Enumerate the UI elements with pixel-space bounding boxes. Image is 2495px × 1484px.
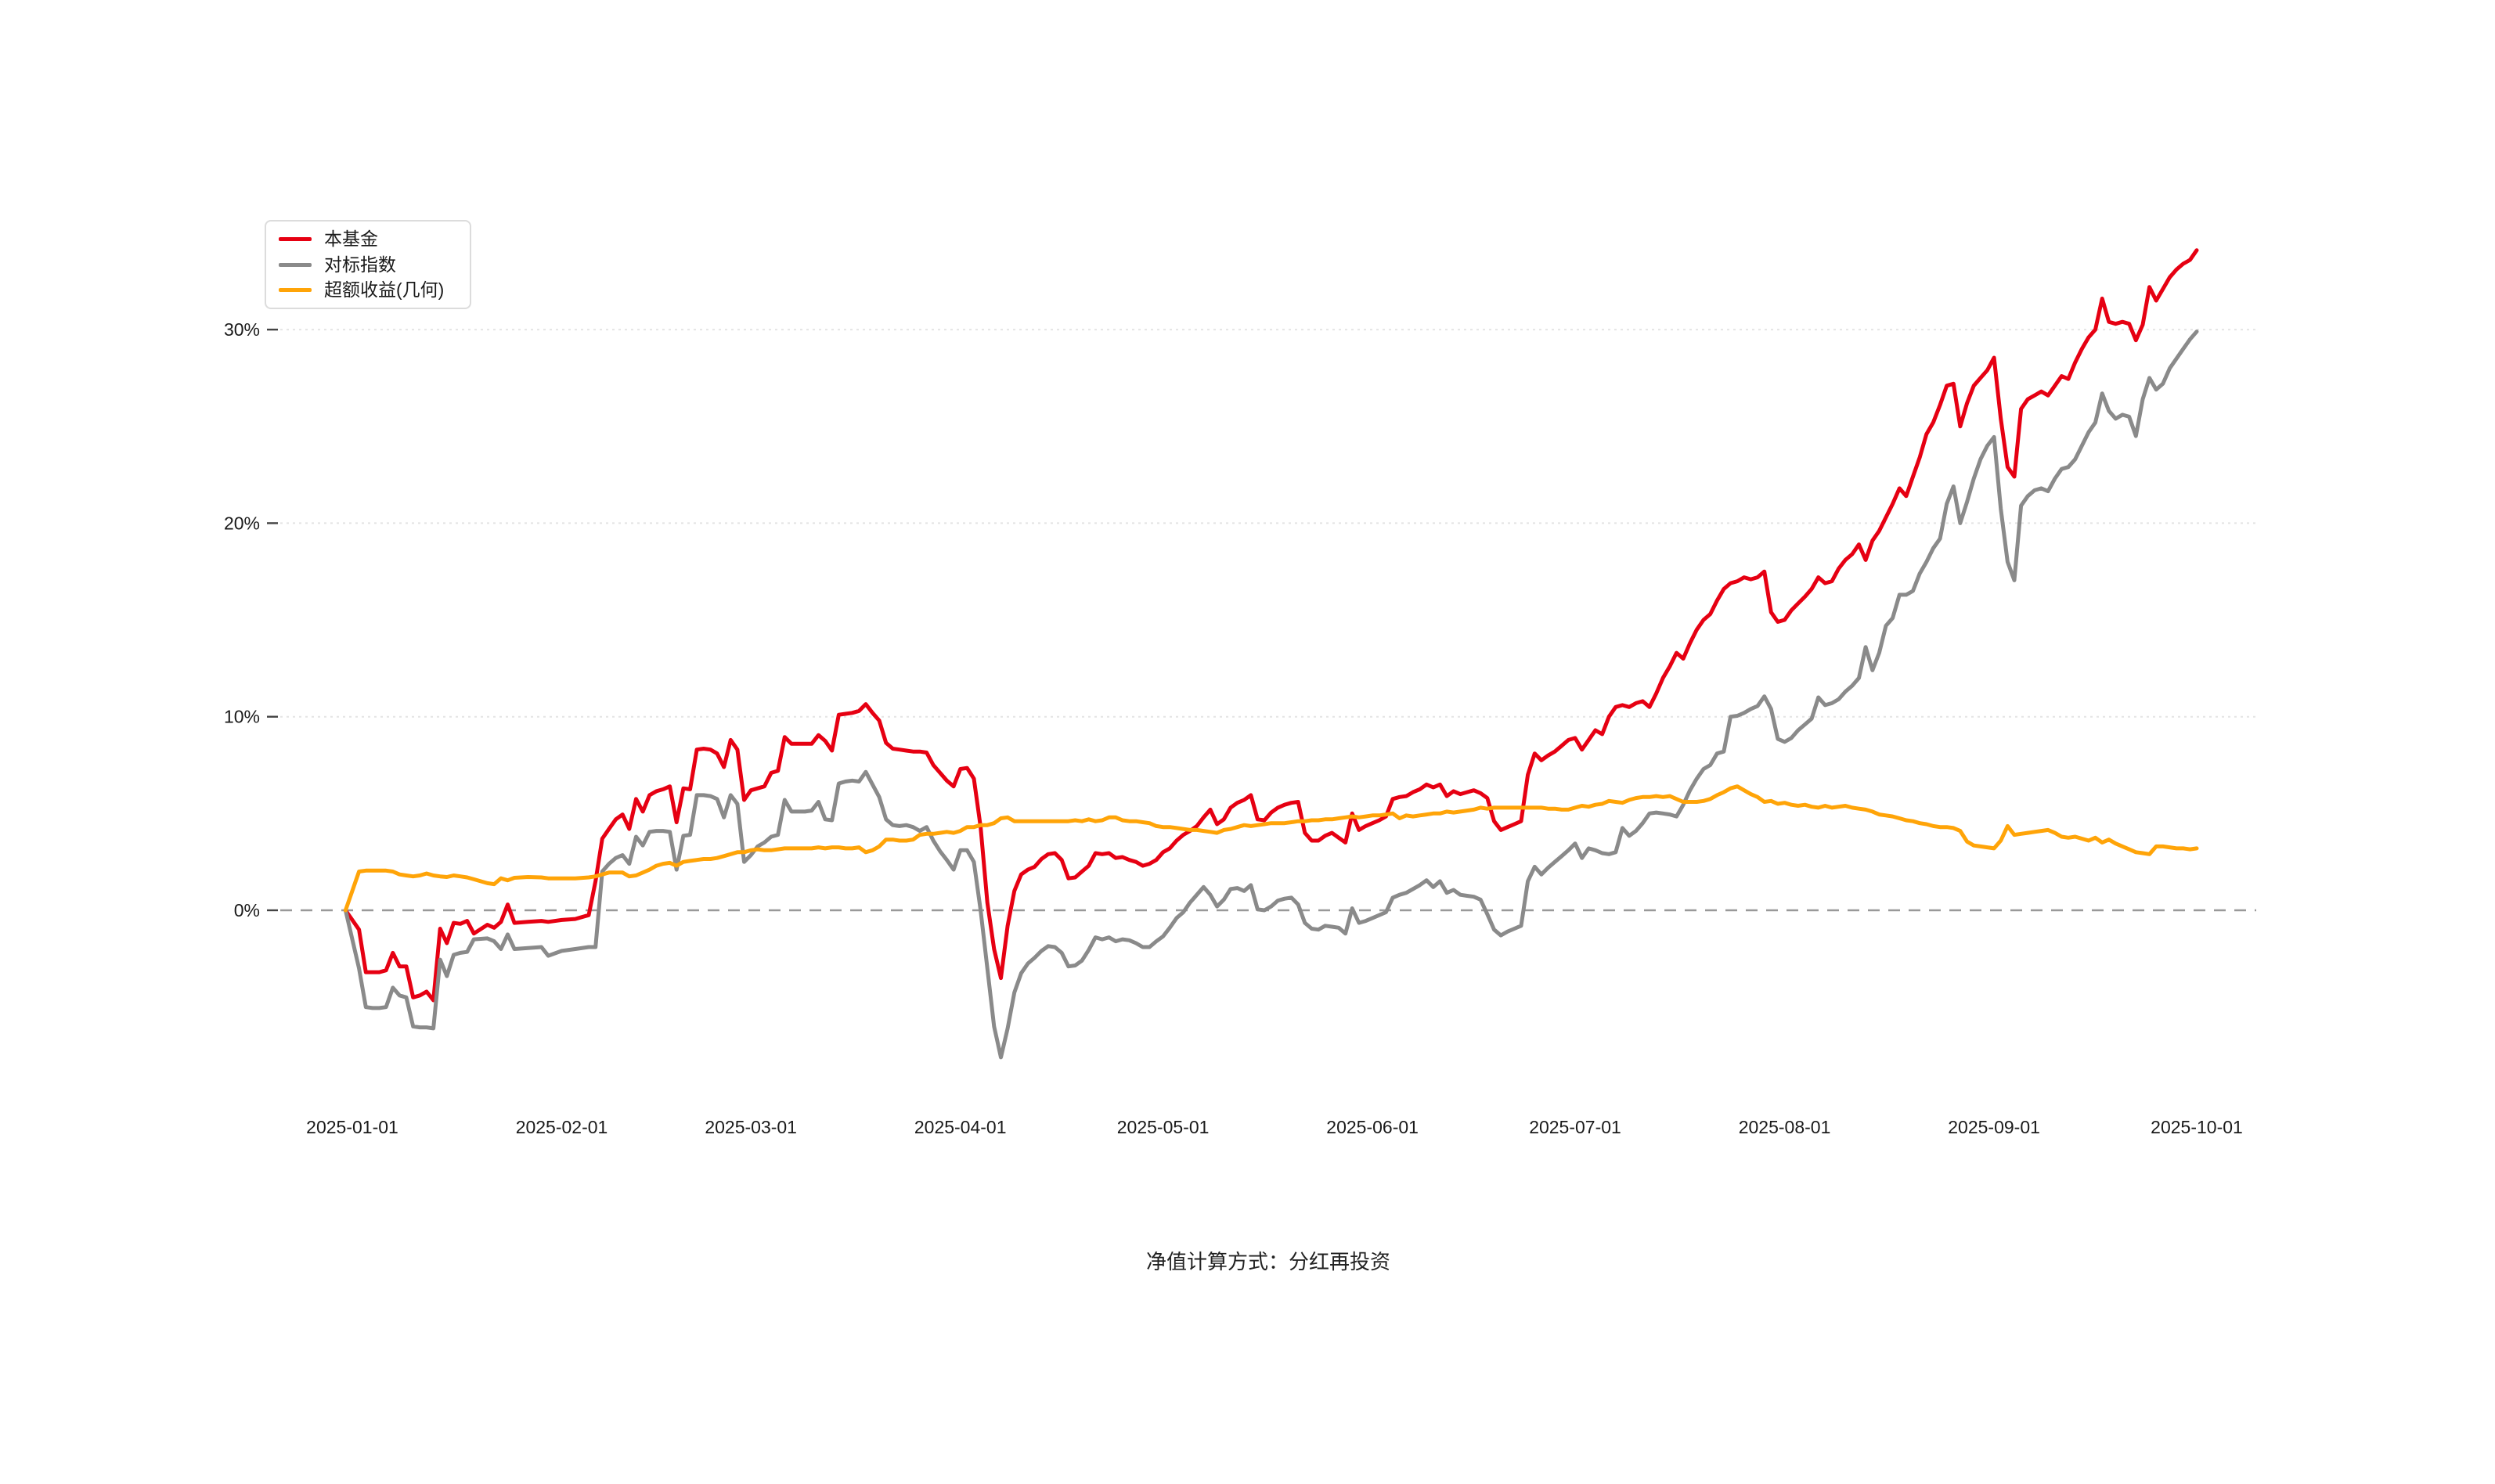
x-axis-label-2025-03-01: 2025-03-01	[705, 1117, 797, 1137]
axis-layer: 0% 10% 20% 30% 2025-01-01 2025-02-01 2025-03-0…	[224, 319, 2243, 1137]
fund-line	[343, 248, 2199, 1003]
legend-item-benchmark[interactable]: 对标指数	[266, 252, 470, 278]
nav-calculation-note: 净值计算方式：分红再投资	[1145, 1250, 1390, 1273]
excess-line-swatch	[279, 288, 312, 293]
x-axis-label-2025-04-01: 2025-04-01	[914, 1117, 1007, 1137]
x-axis-label-2025-01-01: 2025-01-01	[306, 1117, 398, 1137]
x-axis-label-2025-06-01: 2025-06-01	[1326, 1117, 1419, 1137]
legend-label-fund: 本基金	[324, 228, 378, 249]
x-axis-label-2025-10-01: 2025-10-01	[2151, 1117, 2243, 1137]
x-axis-label-2025-09-01: 2025-09-01	[1948, 1117, 2040, 1137]
y-axis-label-0: 0%	[234, 900, 260, 920]
x-axis-label-2025-08-01: 2025-08-01	[1739, 1117, 1831, 1137]
benchmark-line	[343, 330, 2199, 1060]
legend-item-excess[interactable]: 超额收益(几何)	[266, 277, 470, 303]
legend-label-excess: 超额收益(几何)	[324, 279, 445, 301]
y-axis-label-30: 30%	[224, 319, 260, 340]
legend-item-fund[interactable]: 本基金	[266, 226, 470, 252]
y-axis-label-20: 20%	[224, 513, 260, 533]
y-axis-label-10: 10%	[224, 707, 260, 727]
excess-line	[343, 784, 2199, 913]
legend: 本基金 对标指数 超额收益(几何)	[265, 220, 471, 309]
benchmark-line-swatch	[279, 262, 312, 267]
series-layer	[343, 248, 2199, 1060]
fund-line-swatch	[279, 236, 312, 241]
x-axis-label-2025-05-01: 2025-05-01	[1117, 1117, 1210, 1137]
legend-label-benchmark: 对标指数	[324, 254, 396, 275]
x-axis-label-2025-02-01: 2025-02-01	[516, 1117, 608, 1137]
x-axis-label-2025-07-01: 2025-07-01	[1529, 1117, 1621, 1137]
